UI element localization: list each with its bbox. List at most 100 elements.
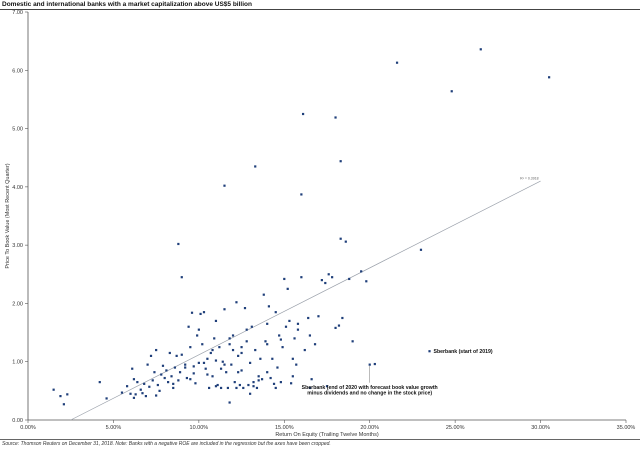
data-point	[225, 371, 228, 374]
data-point	[213, 337, 216, 340]
data-point	[245, 328, 248, 331]
source-note: Source: Thomson Reuters on December 31, …	[2, 441, 331, 447]
data-point	[201, 343, 204, 346]
data-point	[395, 61, 399, 64]
data-point	[228, 343, 231, 346]
r-squared-label: R² = 0.3918	[520, 177, 538, 181]
data-point	[351, 340, 354, 343]
data-point	[216, 383, 219, 387]
data-point	[301, 112, 305, 116]
data-point	[337, 324, 341, 327]
data-point	[267, 305, 271, 308]
data-point	[221, 360, 224, 363]
data-point	[428, 350, 431, 353]
data-point	[177, 379, 180, 382]
y-tick-label: 6.00	[12, 68, 23, 74]
data-point	[274, 386, 277, 390]
chart-title: Domestic and international banks with a …	[2, 1, 252, 8]
x-tick-label: 35.00%	[617, 425, 636, 431]
data-point	[202, 311, 206, 314]
data-point	[170, 375, 173, 378]
data-point	[320, 279, 323, 282]
y-tick-label: 4.00	[12, 185, 23, 191]
trendline-group: R² = 0.3918	[70, 177, 541, 421]
data-point	[59, 395, 62, 398]
y-tick-label: 2.00	[12, 301, 23, 307]
data-point	[231, 334, 235, 337]
data-point	[360, 270, 363, 273]
data-point	[548, 76, 551, 79]
y-tick-label: 7.00	[12, 10, 23, 16]
data-point	[238, 383, 241, 387]
data-point	[192, 365, 195, 368]
data-point	[134, 393, 137, 396]
data-point	[208, 386, 211, 390]
data-point	[144, 395, 147, 398]
data-point	[192, 372, 195, 375]
data-point	[344, 240, 347, 243]
data-point	[214, 359, 218, 362]
data-point	[231, 348, 235, 352]
data-point	[296, 322, 300, 325]
data-point	[230, 363, 233, 366]
data-point	[260, 378, 264, 381]
data-point	[187, 325, 190, 328]
data-point	[160, 373, 163, 376]
data-point	[272, 382, 276, 385]
annotation-label: Sberbank (start of 2019)	[434, 349, 493, 355]
data-point	[279, 381, 282, 384]
annotation-label: Sberbank (end of 2020 with forecast book…	[302, 385, 438, 391]
data-point	[161, 364, 165, 367]
data-point	[271, 357, 274, 360]
x-tick-label: 30.00%	[531, 425, 550, 431]
data-point	[197, 361, 200, 364]
data-point	[313, 343, 317, 346]
data-point	[129, 392, 132, 395]
data-point	[262, 293, 265, 296]
data-point	[324, 281, 327, 285]
data-point	[206, 373, 209, 376]
data-point	[300, 193, 303, 196]
data-point	[276, 366, 279, 369]
data-point	[180, 276, 183, 279]
data-point	[286, 287, 289, 290]
data-point	[132, 396, 136, 399]
data-point	[202, 361, 206, 364]
data-point	[288, 319, 291, 323]
data-point	[185, 376, 188, 380]
data-point	[177, 242, 180, 246]
data-point	[300, 276, 303, 279]
data-point	[153, 371, 156, 374]
data-point	[235, 386, 238, 390]
data-point	[125, 385, 129, 388]
data-point	[250, 325, 253, 328]
data-point	[163, 376, 166, 380]
data-point	[155, 394, 158, 397]
data-point	[199, 312, 202, 316]
data-point	[290, 382, 293, 385]
data-point	[66, 393, 69, 396]
annotation-label: minus dividends and no change in the sto…	[307, 391, 432, 397]
data-point	[293, 337, 296, 340]
data-point	[120, 391, 124, 394]
data-point	[368, 363, 371, 366]
data-point	[173, 366, 177, 369]
x-tick-label: 0.00%	[20, 425, 36, 431]
data-point	[143, 382, 146, 385]
data-point	[317, 315, 320, 318]
data-point	[204, 367, 207, 370]
data-point	[264, 340, 267, 343]
data-point	[255, 386, 259, 390]
data-point	[419, 248, 423, 251]
data-point	[310, 378, 313, 381]
data-point	[151, 379, 154, 382]
data-point	[237, 354, 240, 357]
data-point	[211, 348, 214, 352]
data-point	[279, 338, 282, 341]
y-axis-label: Price To Book Value (Most Recent Quarter…	[5, 163, 11, 268]
y-tick-label: 3.00	[12, 243, 23, 249]
x-tick-label: 15.00%	[275, 425, 294, 431]
data-point	[331, 276, 334, 279]
data-point	[223, 184, 226, 187]
